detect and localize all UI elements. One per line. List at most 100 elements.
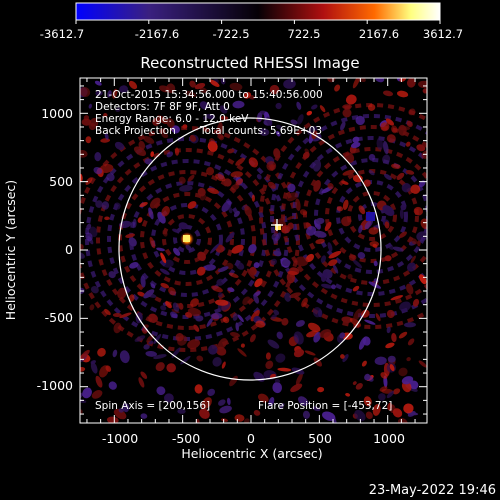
image-speckle: [374, 356, 387, 366]
image-speckle: [368, 281, 382, 289]
image-speckle: [143, 135, 155, 144]
image-speckle: [321, 271, 328, 282]
image-speckle: [165, 301, 172, 309]
image-speckle: [392, 408, 403, 418]
image-speckle: [240, 343, 245, 348]
image-speckle: [286, 192, 298, 202]
image-speckle: [350, 142, 361, 149]
image-speckle: [302, 151, 310, 159]
colorbar-ticks: [75, 20, 441, 24]
image-speckle: [104, 308, 111, 316]
image-speckle: [315, 238, 325, 245]
info-time-range: 21-Oct-2015 15:34:56.000 to 15:40:56.000: [95, 89, 323, 101]
image-speckle: [334, 84, 341, 92]
image-speckle: [367, 103, 376, 111]
colorbar-tick-label: 722.5: [288, 27, 321, 41]
ripple-ring: [358, 202, 386, 230]
image-speckle: [249, 334, 256, 343]
image-speckle: [358, 224, 363, 234]
image-speckle: [112, 312, 122, 318]
ripple-ring: [118, 170, 256, 308]
image-speckle: [342, 169, 355, 176]
image-speckle: [380, 122, 390, 132]
colorbar: [75, 2, 441, 21]
image-speckle: [196, 266, 206, 276]
image-speckle: [352, 259, 363, 269]
image-speckle: [385, 342, 395, 349]
image-speckle: [389, 364, 395, 372]
image-speckle: [375, 78, 385, 83]
image-speckle: [418, 360, 427, 368]
image-speckle: [313, 357, 322, 367]
y-tick-label: 0: [65, 242, 73, 257]
image-speckle: [203, 116, 207, 121]
image-speckle: [248, 157, 259, 168]
image-speckle: [93, 167, 103, 175]
image-speckle: [201, 397, 212, 409]
image-speckle: [347, 274, 353, 280]
image-speckle: [199, 101, 209, 110]
image-speckle: [340, 121, 346, 131]
image-speckle: [212, 357, 222, 367]
image-speckle: [106, 416, 119, 423]
image-speckle: [312, 307, 322, 318]
image-speckle: [152, 118, 160, 126]
image-speckle: [398, 126, 411, 131]
image-speckle: [178, 176, 186, 184]
image-speckle: [391, 333, 397, 343]
image-speckle: [166, 363, 176, 373]
ripple-ring: [129, 181, 245, 297]
image-speckle: [175, 333, 184, 342]
image-speckle: [216, 278, 225, 286]
image-speckle: [129, 261, 139, 269]
image-speckle: [293, 331, 304, 345]
image-speckle: [143, 344, 150, 350]
ripple-ring: [347, 191, 397, 241]
image-speckle: [279, 403, 285, 409]
image-speckle: [226, 397, 231, 406]
image-speckle: [342, 199, 349, 210]
colorbar-tick-label: -722.5: [212, 27, 249, 41]
image-speckle: [336, 206, 344, 212]
image-speckle: [274, 378, 281, 384]
image-speckle: [153, 333, 162, 344]
image-speckle: [353, 308, 362, 321]
image-speckle: [80, 149, 88, 158]
image-speckle: [138, 140, 146, 150]
info-method: Back Projection: [95, 125, 176, 137]
image-speckle: [399, 301, 411, 312]
info-total-counts: Total counts: 5.69E+03: [199, 125, 322, 137]
image-speckle: [97, 347, 106, 357]
image-speckle: [253, 410, 261, 416]
image-speckle: [215, 346, 227, 356]
image-speckle: [416, 231, 427, 242]
image-speckle: [206, 167, 215, 176]
image-speckle: [82, 387, 92, 399]
image-speckle: [90, 286, 99, 294]
image-speckle: [368, 227, 379, 235]
image-speckle: [319, 329, 332, 338]
image-speckle: [387, 402, 393, 411]
image-speckle: [225, 232, 235, 243]
image-speckle: [328, 259, 338, 266]
image-speckle: [332, 264, 339, 274]
image-speckle: [219, 105, 228, 114]
image-speckle: [294, 256, 309, 267]
image-speckle: [166, 118, 175, 128]
image-speckle: [327, 183, 334, 190]
image-speckle: [342, 354, 349, 363]
image-speckle: [215, 173, 226, 182]
image-speckle: [95, 200, 103, 208]
image-speckle: [101, 201, 110, 210]
image-speckle: [90, 360, 96, 365]
image-speckle: [273, 250, 282, 257]
image-speckle: [207, 388, 216, 397]
image-speckle: [398, 367, 408, 377]
image-speckle: [275, 232, 281, 242]
image-speckle: [207, 344, 218, 355]
image-speckle: [166, 151, 174, 158]
x-tick-label: -1000: [102, 431, 138, 446]
image-speckle: [232, 100, 245, 109]
image-speckle: [289, 292, 301, 299]
image-speckle: [195, 315, 204, 322]
